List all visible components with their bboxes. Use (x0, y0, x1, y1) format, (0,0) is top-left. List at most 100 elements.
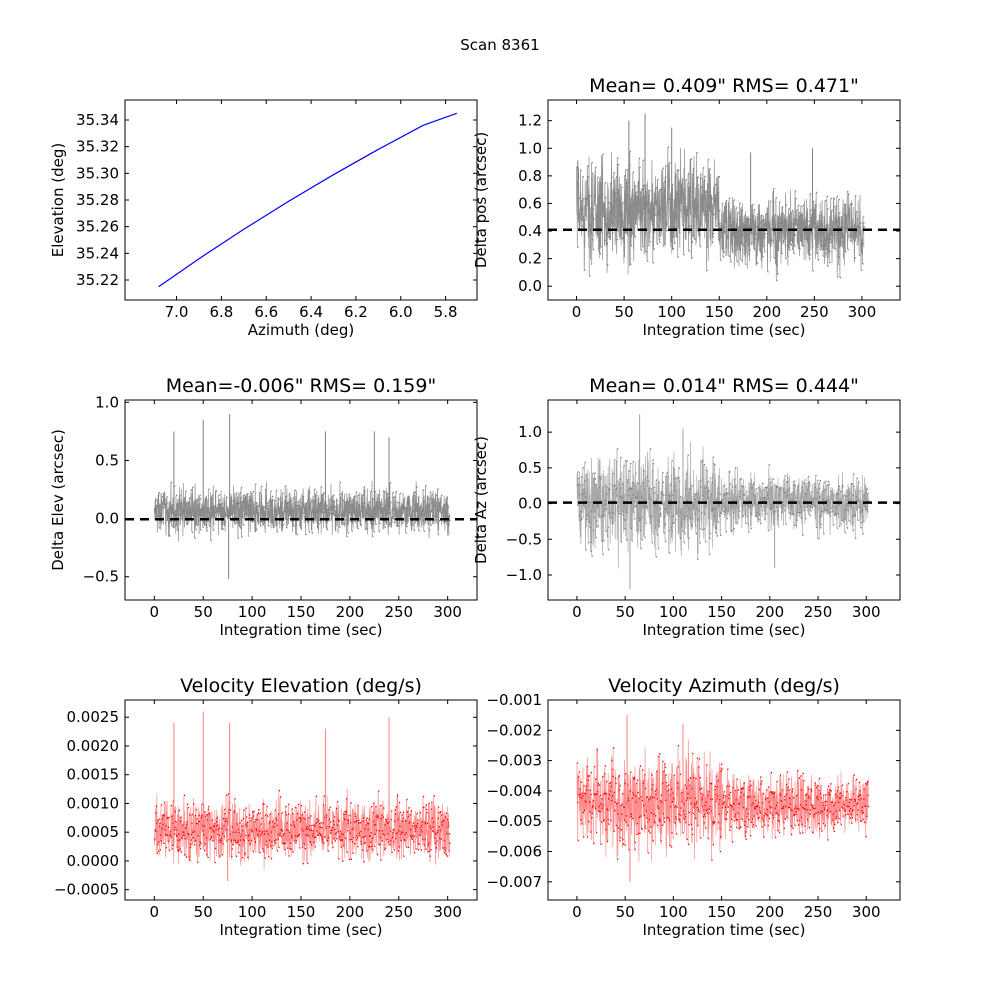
series-markers (154, 789, 451, 865)
y-tick-label: 0.0 (518, 277, 542, 295)
y-tick-label: 0.8 (518, 167, 542, 185)
y-tick-label: 35.34 (76, 111, 119, 129)
x-tick-label: 300 (433, 903, 462, 921)
x-tick-label: 0 (150, 903, 160, 921)
series-markers (154, 481, 451, 542)
y-tick-label: 35.28 (76, 191, 119, 209)
y-tick-label: 35.32 (76, 138, 119, 156)
y-tick-label: 0.0015 (67, 766, 120, 784)
series-line (158, 112, 458, 288)
x-tick-label: 300 (848, 303, 877, 321)
x-tick-label: 6.4 (299, 303, 323, 321)
y-tick-label: −0.5 (83, 568, 119, 586)
subplot-title: Velocity Azimuth (deg/s) (608, 675, 840, 697)
plot-area (125, 413, 477, 580)
y-tick-label: 0.0020 (67, 737, 120, 755)
y-tick-label: −0.006 (486, 843, 542, 861)
x-tick-label: 250 (384, 903, 413, 921)
series-markers (576, 744, 870, 861)
x-tick-label: 150 (705, 303, 734, 321)
subplot-velocity-elevation: 0 50 100 150 200 250 300 −0.0005 0.0000 0.0005 0.0… (54, 675, 478, 939)
x-tick-label: 250 (800, 303, 829, 321)
y-tick-label: 0.0000 (67, 852, 120, 870)
figure-title: Scan 8361 (460, 36, 539, 54)
y-tick-label: 0.5 (95, 451, 119, 469)
y-tick-label: −0.002 (486, 721, 542, 739)
series-markers (576, 448, 870, 560)
x-tick-label: 250 (804, 603, 833, 621)
y-tick-label: −0.007 (486, 873, 542, 891)
x-tick-label: 50 (616, 903, 635, 921)
y-axis-label: Delta Elev (arcsec) (49, 429, 67, 571)
x-tick-label: 200 (755, 603, 784, 621)
x-axis-label: Integration time (sec) (642, 321, 805, 339)
x-tick-label: 150 (287, 903, 316, 921)
y-tick-label: 1.0 (95, 393, 119, 411)
x-tick-label: 6.2 (344, 303, 368, 321)
x-tick-label: 0 (572, 903, 582, 921)
x-axis-label: Integration time (sec) (219, 621, 382, 639)
y-tick-label: 1.0 (518, 423, 542, 441)
x-tick-label: 250 (804, 903, 833, 921)
x-tick-label: 300 (433, 603, 462, 621)
x-tick-label: 250 (384, 603, 413, 621)
x-tick-label: 200 (336, 603, 365, 621)
y-tick-label: 35.24 (76, 244, 119, 262)
subplot-delta-pos: 0 50 100 150 200 250 300 0.0 0.2 0.4 0.6 0.8 1.0 1.2 I… (472, 75, 901, 339)
x-tick-label: 100 (659, 603, 688, 621)
plot-area (153, 711, 451, 882)
y-tick-label: 0.4 (518, 222, 542, 240)
x-tick-label: 200 (752, 303, 781, 321)
subplot-title: Mean= 0.409" RMS= 0.471" (589, 75, 859, 97)
y-tick-label: 35.26 (76, 218, 119, 236)
x-tick-label: 100 (659, 903, 688, 921)
subplot-grid: 7.0 6.8 6.6 6.4 6.2 6.0 5.8 35.22 35.24 35.26 35.2… (49, 75, 901, 939)
x-tick-label: 6.8 (209, 303, 233, 321)
series-markers (576, 146, 865, 282)
y-tick-label: 35.22 (76, 271, 119, 289)
y-tick-label: −0.0005 (54, 881, 119, 899)
subplot-velocity-azimuth: 0 50 100 150 200 250 300 −0.007 −0.006 −0.005 −0.0… (486, 675, 901, 939)
plot-area (158, 112, 458, 288)
y-tick-label: 0.0 (518, 495, 542, 513)
y-tick-label: 0.5 (518, 459, 542, 477)
x-tick-label: 50 (615, 303, 634, 321)
subplot-title: Velocity Elevation (deg/s) (180, 675, 422, 697)
x-axis-label: Integration time (sec) (642, 621, 805, 639)
y-axis-label: Delta pos (arcsec) (472, 132, 490, 268)
x-tick-label: 100 (657, 303, 686, 321)
x-tick-label: 150 (707, 903, 736, 921)
x-tick-label: 50 (616, 603, 635, 621)
y-tick-label: 0.0010 (67, 794, 120, 812)
y-tick-label: 0.2 (518, 250, 542, 268)
axes-frame (547, 699, 901, 901)
x-axis-label: Integration time (sec) (219, 921, 382, 939)
x-tick-label: 0 (572, 303, 582, 321)
subplot-elev-vs-az: 7.0 6.8 6.6 6.4 6.2 6.0 5.8 35.22 35.24 35.26 35.2… (49, 99, 478, 339)
subplot-delta-az: 0 50 100 150 200 250 300 −1.0 −0.5 0.0 0.5 1.0 Integ… (472, 375, 901, 639)
series-line (576, 739, 869, 862)
y-tick-label: 0.6 (518, 194, 542, 212)
x-tick-label: 0 (150, 603, 160, 621)
x-tick-label: 150 (287, 603, 316, 621)
x-tick-label: 100 (238, 603, 267, 621)
x-tick-label: 0 (572, 603, 582, 621)
y-tick-label: 35.30 (76, 164, 119, 182)
subplot-title: Mean=-0.006" RMS= 0.159" (166, 375, 436, 397)
plot-area (548, 113, 900, 282)
x-tick-label: 100 (238, 903, 267, 921)
x-tick-label: 7.0 (165, 303, 189, 321)
x-tick-label: 200 (336, 903, 365, 921)
axes-frame (547, 99, 901, 301)
y-tick-label: −0.001 (486, 691, 542, 709)
x-tick-label: 50 (194, 903, 213, 921)
plot-area (548, 414, 900, 590)
x-tick-label: 300 (852, 603, 881, 621)
x-tick-label: 5.8 (434, 303, 458, 321)
x-axis-label: Azimuth (deg) (248, 321, 355, 339)
y-tick-label: −0.004 (486, 782, 542, 800)
y-tick-label: 0.0025 (67, 708, 120, 726)
x-tick-label: 6.6 (254, 303, 278, 321)
x-tick-label: 200 (755, 903, 784, 921)
